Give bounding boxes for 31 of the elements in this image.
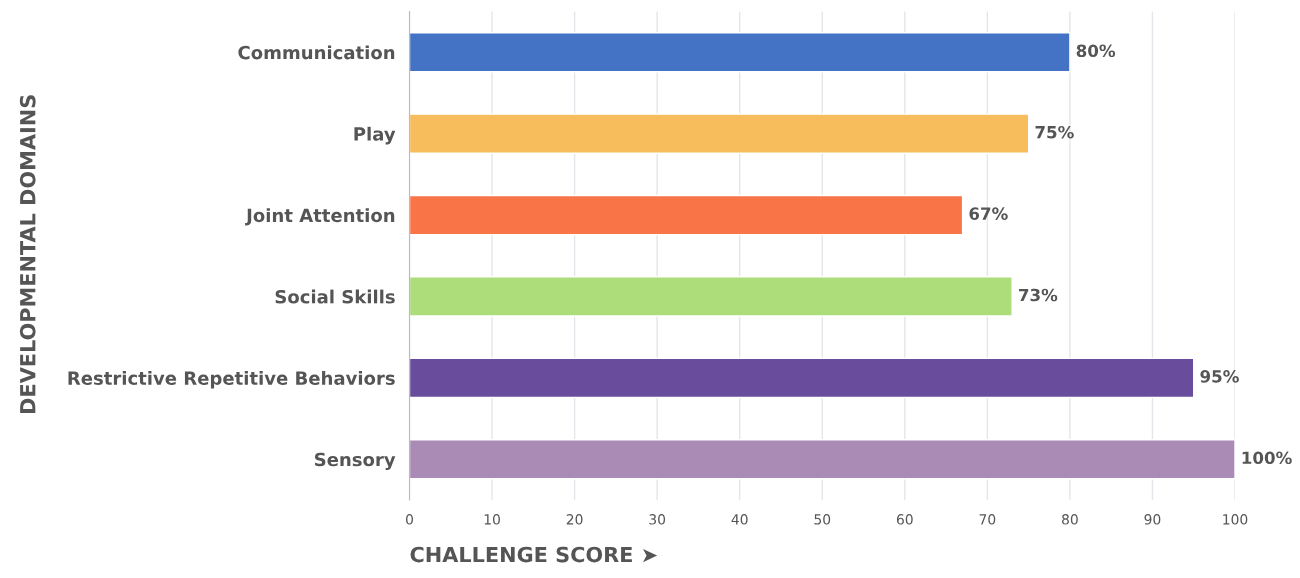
data-label: 95% <box>1200 370 1239 383</box>
y-axis-title: DEVELOPMENTAL DOMAINS <box>19 95 36 413</box>
bar <box>409 357 1195 399</box>
y-tick-label: Sensory <box>314 452 396 470</box>
x-tick-label: 40 <box>731 514 748 525</box>
x-tick-label: 60 <box>896 514 913 525</box>
y-tick-label: Restrictive Repetitive Behaviors <box>68 371 395 389</box>
x-tick-label: 30 <box>649 514 666 525</box>
y-tick-label: Joint Attention <box>245 208 395 226</box>
x-tick-label: 100 <box>1223 514 1248 525</box>
data-label: 67% <box>969 207 1008 220</box>
data-label: 75% <box>1035 125 1074 139</box>
bar <box>409 32 1071 73</box>
y-tick-label: Play <box>354 126 396 145</box>
bar <box>409 439 1235 480</box>
y-tick-label: Social Skills <box>275 289 395 304</box>
y-tick-label: Communication <box>238 45 395 60</box>
bar <box>409 276 1013 317</box>
bar <box>409 194 964 236</box>
bar <box>409 113 1030 154</box>
x-tick-label: 80 <box>1062 514 1078 525</box>
x-tick-label: 70 <box>979 514 996 525</box>
data-label: 73% <box>1019 288 1058 302</box>
data-label: 100% <box>1242 451 1292 465</box>
x-axis-title: CHALLENGE SCORE ➤ <box>410 546 658 563</box>
x-tick-label: 0 <box>406 514 413 525</box>
data-label: 80% <box>1076 44 1116 58</box>
x-tick-label: 50 <box>814 514 831 525</box>
x-tick-label: 10 <box>484 514 500 525</box>
x-tick-label: 90 <box>1144 514 1161 525</box>
x-tick-label: 20 <box>566 514 583 525</box>
